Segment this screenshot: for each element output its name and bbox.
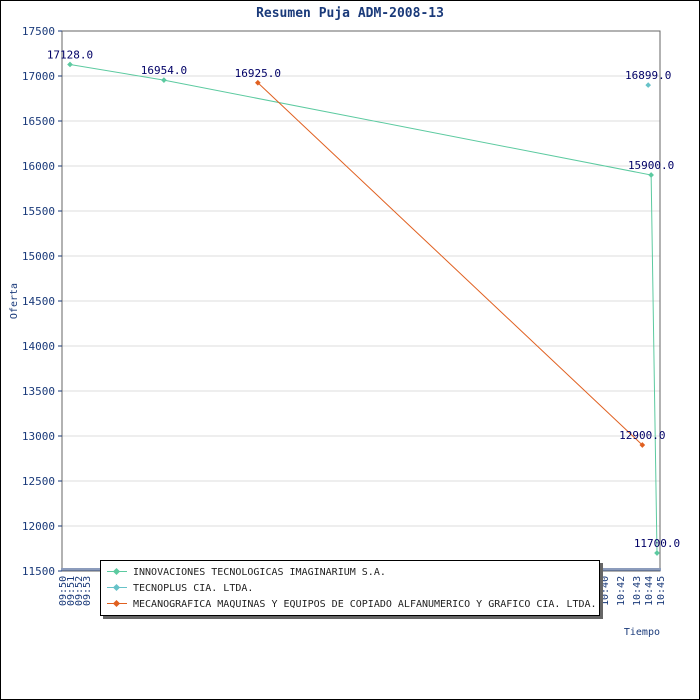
series-layer: 17128.016954.015900.011700.016899.016925… xyxy=(47,48,680,556)
y-tick-label: 12500 xyxy=(22,475,55,488)
legend-swatch xyxy=(107,599,127,609)
y-tick-label: 17000 xyxy=(22,70,55,83)
chart-title: Resumen Puja ADM-2008-13 xyxy=(256,6,444,21)
y-tick-label: 17500 xyxy=(22,25,55,38)
data-point xyxy=(161,77,167,83)
data-label: 16954.0 xyxy=(141,64,187,77)
series-line xyxy=(69,63,658,554)
data-label: 16925.0 xyxy=(235,67,281,80)
legend-item: INNOVACIONES TECNOLOGICAS IMAGINARIUM S.… xyxy=(107,565,386,579)
data-label: 11700.0 xyxy=(634,537,680,550)
legend-label: TECNOPLUS CIA. LTDA. xyxy=(133,582,254,594)
x-tick-label: 09:53 xyxy=(82,576,93,606)
y-tick-label: 15000 xyxy=(22,250,55,263)
series: 16899.0 xyxy=(625,69,671,88)
y-tick-label: 14500 xyxy=(22,295,55,308)
y-tick-label: 15500 xyxy=(22,205,55,218)
y-tick-label: 16500 xyxy=(22,115,55,128)
legend: INNOVACIONES TECNOLOGICAS IMAGINARIUM S.… xyxy=(100,560,600,616)
data-label: 15900.0 xyxy=(628,159,674,172)
x-tick-label: 09:51 xyxy=(66,576,77,606)
data-point xyxy=(654,550,660,556)
x-tick-label: 10:44 xyxy=(644,576,655,606)
x-tick-label: 10:40 xyxy=(600,576,611,606)
legend-swatch xyxy=(107,567,127,577)
data-label: 16899.0 xyxy=(625,69,671,82)
series: 17128.0 16954.0 15900.0 11700.0 xyxy=(47,48,680,556)
y-axis: 11500 12000 12500 13000 13500 14000 14500 15000… xyxy=(22,25,62,578)
data-label: 12900.0 xyxy=(619,429,665,442)
y-tick-label: 13000 xyxy=(22,430,55,443)
grid xyxy=(62,75,660,527)
y-tick-label: 12000 xyxy=(22,520,55,533)
x-axis-label: Tiempo xyxy=(624,627,660,638)
x-tick-label: 10:43 xyxy=(632,576,643,606)
x-tick-label: 10:42 xyxy=(616,576,627,606)
y-tick-label: 11500 xyxy=(22,565,55,578)
legend-swatch xyxy=(107,583,127,593)
legend-label: INNOVACIONES TECNOLOGICAS IMAGINARIUM S.… xyxy=(133,566,386,578)
x-tick-label: 10:45 xyxy=(656,576,667,606)
x-tick-label: 09:50 xyxy=(58,576,69,606)
legend-label: MECANOGRAFICA MAQUINAS Y EQUIPOS DE COPI… xyxy=(133,598,597,610)
data-label: 17128.0 xyxy=(47,48,93,61)
data-point xyxy=(255,79,261,86)
data-point xyxy=(648,172,654,178)
x-tick-label: 09:52 xyxy=(74,576,85,606)
y-axis-label: Oferta xyxy=(9,283,20,319)
y-tick-label: 13500 xyxy=(22,385,55,398)
series-line xyxy=(257,82,643,446)
data-point xyxy=(645,82,652,88)
data-point xyxy=(67,61,73,68)
y-tick-label: 16000 xyxy=(22,160,55,173)
data-point xyxy=(639,442,646,448)
legend-item: MECANOGRAFICA MAQUINAS Y EQUIPOS DE COPI… xyxy=(107,597,597,611)
legend-item: TECNOPLUS CIA. LTDA. xyxy=(107,581,253,595)
y-tick-label: 14000 xyxy=(22,340,55,353)
series: 16925.0 12900.0 xyxy=(235,67,666,448)
